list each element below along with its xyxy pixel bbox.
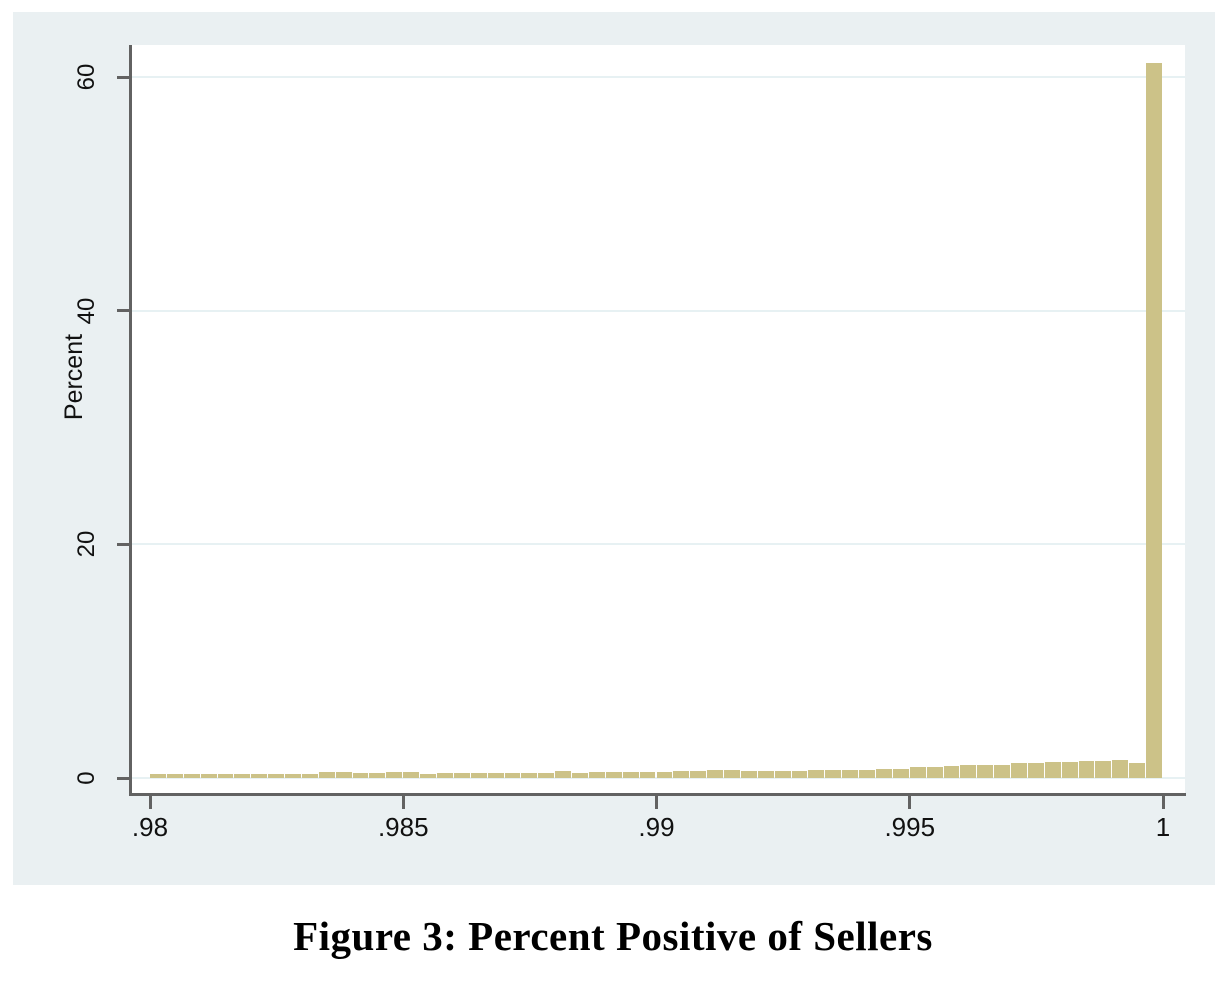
histogram-bar (892, 768, 909, 778)
y-gridline-20 (132, 543, 1185, 546)
x-tick-1 (1161, 796, 1165, 809)
histogram-bar (1061, 761, 1078, 778)
histogram-bar (285, 774, 301, 778)
histogram-bar (1027, 762, 1044, 778)
histogram-bar (943, 766, 960, 778)
histogram-bar (504, 772, 521, 778)
histogram-bar (200, 773, 217, 778)
histogram-bar (386, 771, 403, 778)
x-tick-label-1: 1 (1155, 812, 1171, 842)
histogram-bar (960, 765, 977, 778)
histogram-bar (673, 771, 690, 778)
histogram-bar (1011, 763, 1027, 778)
y-tick-0 (117, 776, 129, 780)
histogram-bar (791, 770, 808, 778)
histogram-bar (403, 772, 420, 778)
histogram-bar (825, 770, 842, 778)
y-tick-label-60: 60 (73, 63, 100, 91)
histogram-bar (352, 773, 369, 778)
histogram-bar (150, 773, 166, 778)
histogram-bar (859, 769, 875, 778)
histogram-bar (166, 774, 183, 778)
histogram-bar (977, 764, 994, 778)
histogram-spike-bar (1146, 62, 1162, 778)
histogram-bar (774, 770, 791, 778)
histogram-bar (268, 773, 285, 778)
y-tick-label-20: 20 (73, 530, 100, 558)
x-tick-label-.995: .995 (884, 812, 936, 842)
x-tick-.995 (908, 796, 912, 809)
y-gridline-0 (132, 777, 1185, 779)
histogram-bar (740, 771, 757, 778)
histogram-bar (1078, 761, 1095, 778)
histogram-bar (555, 770, 572, 778)
x-tick-label-.98: .98 (131, 812, 169, 842)
y-axis-line (129, 45, 132, 796)
x-tick-.99 (655, 796, 658, 809)
histogram-bar (538, 772, 555, 778)
histogram-bar (301, 773, 318, 778)
y-axis-title: Percent (59, 333, 88, 421)
y-gridline-40 (132, 309, 1185, 312)
histogram-bar (808, 770, 825, 778)
histogram-bar (453, 772, 470, 778)
y-tick-60 (117, 75, 129, 79)
histogram-bar (724, 769, 740, 778)
y-tick-20 (117, 542, 129, 546)
y-tick-label-0: 0 (73, 771, 100, 785)
x-tick-.985 (401, 796, 405, 809)
x-tick-.98 (148, 796, 152, 809)
histogram-bar (588, 772, 605, 778)
histogram-bar (1112, 760, 1129, 778)
histogram-bar (622, 771, 639, 778)
chart-region: 0 20 40 60 .98.985.99.995 1 Percent (13, 12, 1215, 885)
x-tick-label-.99: .99 (638, 812, 675, 842)
histogram-bar (1044, 762, 1061, 778)
histogram-bar (639, 771, 656, 778)
histogram-bar (875, 769, 892, 778)
y-gridline-60 (132, 76, 1185, 78)
histogram-bar (707, 769, 724, 778)
histogram-bar (318, 771, 335, 778)
histogram-bar (690, 770, 707, 778)
histogram-bar (521, 772, 538, 778)
plot-area (132, 45, 1185, 793)
histogram-bar (234, 773, 251, 778)
histogram-bar (757, 770, 774, 778)
x-tick-label-.985: .985 (377, 812, 429, 842)
histogram-bar (1129, 762, 1146, 778)
y-tick-40 (117, 309, 129, 313)
histogram-bar (909, 767, 926, 778)
histogram-bar (842, 770, 859, 778)
histogram-bar (437, 773, 453, 778)
histogram-bar (217, 774, 234, 778)
histogram-bar (470, 773, 487, 778)
histogram-bar (605, 771, 622, 778)
figure-caption: Figure 3: Percent Positive of Sellers (293, 913, 933, 959)
histogram-bar (656, 772, 673, 778)
histogram-bar (183, 774, 200, 778)
histogram-bar (1095, 761, 1112, 778)
histogram-bar (420, 773, 436, 778)
histogram-bar (572, 772, 588, 778)
histogram-bar (335, 771, 352, 778)
histogram-bar (487, 772, 504, 778)
x-axis-line (129, 793, 1186, 796)
histogram-bar (251, 774, 268, 778)
histogram-bar (369, 772, 386, 778)
histogram-bar (926, 766, 943, 778)
histogram-bar (994, 764, 1011, 778)
